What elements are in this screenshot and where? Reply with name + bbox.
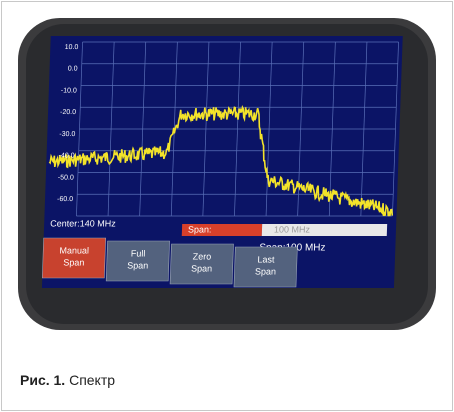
softkey-label: Zero [193,251,212,261]
span-input: 100 MHz [274,224,311,234]
y-label: -60.0 [57,196,73,203]
y-label: 10.0 [65,44,79,51]
y-label: -10.0 [61,87,77,94]
y-label: 0.0 [68,66,78,73]
softkey-label: Last [257,254,275,264]
y-label: -50.0 [58,174,74,181]
span-label: Span: [188,224,212,234]
softkey-label: Manual [59,245,89,255]
figure: 10.0 0.0 -10.0 -20.0 -30.0 -40.0 -50.0 -60.0 Ce… [0,0,454,412]
y-label: -40.0 [58,153,74,160]
softkey-label: Span [191,263,212,273]
y-label: -30.0 [59,131,75,138]
softkey-label: Span [63,257,84,267]
caption-label: Рис. 1. [20,372,65,388]
screen: 10.0 0.0 -10.0 -20.0 -30.0 -40.0 -50.0 -60.0 Ce… [42,36,403,288]
softkey-label: Full [131,248,146,258]
caption-text: Спектр [69,372,115,388]
center-label: Center:140 MHz [50,218,116,228]
y-label: -20.0 [60,109,76,116]
softkey-label: Span [127,260,148,270]
caption: Рис. 1. Спектр [20,372,115,388]
softkey-label: Span [255,266,276,276]
page: 10.0 0.0 -10.0 -20.0 -30.0 -40.0 -50.0 -60.0 Ce… [0,0,454,412]
